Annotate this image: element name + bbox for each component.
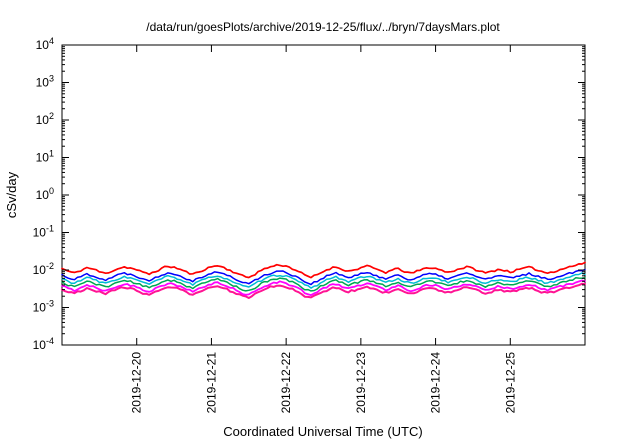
y-tick-label: 10-4 <box>33 336 54 352</box>
y-tick-label: 102 <box>36 111 54 127</box>
series-magenta <box>61 279 586 297</box>
x-tick-label: 2019-12-23 <box>354 352 368 414</box>
tick-labels: 104 103 102 101 100 10-1 10-2 10-3 10-4 2019-12-2… <box>33 36 518 413</box>
x-tick-label: 2019-12-21 <box>204 352 218 414</box>
y-tick-label: 10-3 <box>33 299 54 315</box>
y-tick-label: 10-1 <box>33 224 54 240</box>
series-pink <box>61 282 586 299</box>
y-tick-label: 104 <box>36 36 54 52</box>
y-tick-label: 101 <box>36 149 54 165</box>
series-blue <box>61 268 586 286</box>
y-tick-label: 100 <box>36 186 54 202</box>
data-series <box>61 261 586 299</box>
chart-title: /data/run/goesPlots/archive/2019-12-25/f… <box>146 20 500 34</box>
y-axis-label: cSv/day <box>4 171 19 218</box>
series-green <box>61 276 586 292</box>
x-tick-label: 2019-12-24 <box>429 352 443 414</box>
x-axis-label: Coordinated Universal Time (UTC) <box>223 424 422 439</box>
x-tick-label: 2019-12-25 <box>503 352 517 414</box>
x-tick-label: 2019-12-20 <box>130 352 144 414</box>
plot-border <box>61 44 586 346</box>
y-tick-label: 103 <box>36 74 54 90</box>
y-tick-label: 10-2 <box>33 261 54 277</box>
axis-ticks <box>62 44 585 346</box>
x-tick-label: 2019-12-22 <box>279 352 293 414</box>
series-red <box>61 261 586 279</box>
series-cyan <box>61 272 586 289</box>
